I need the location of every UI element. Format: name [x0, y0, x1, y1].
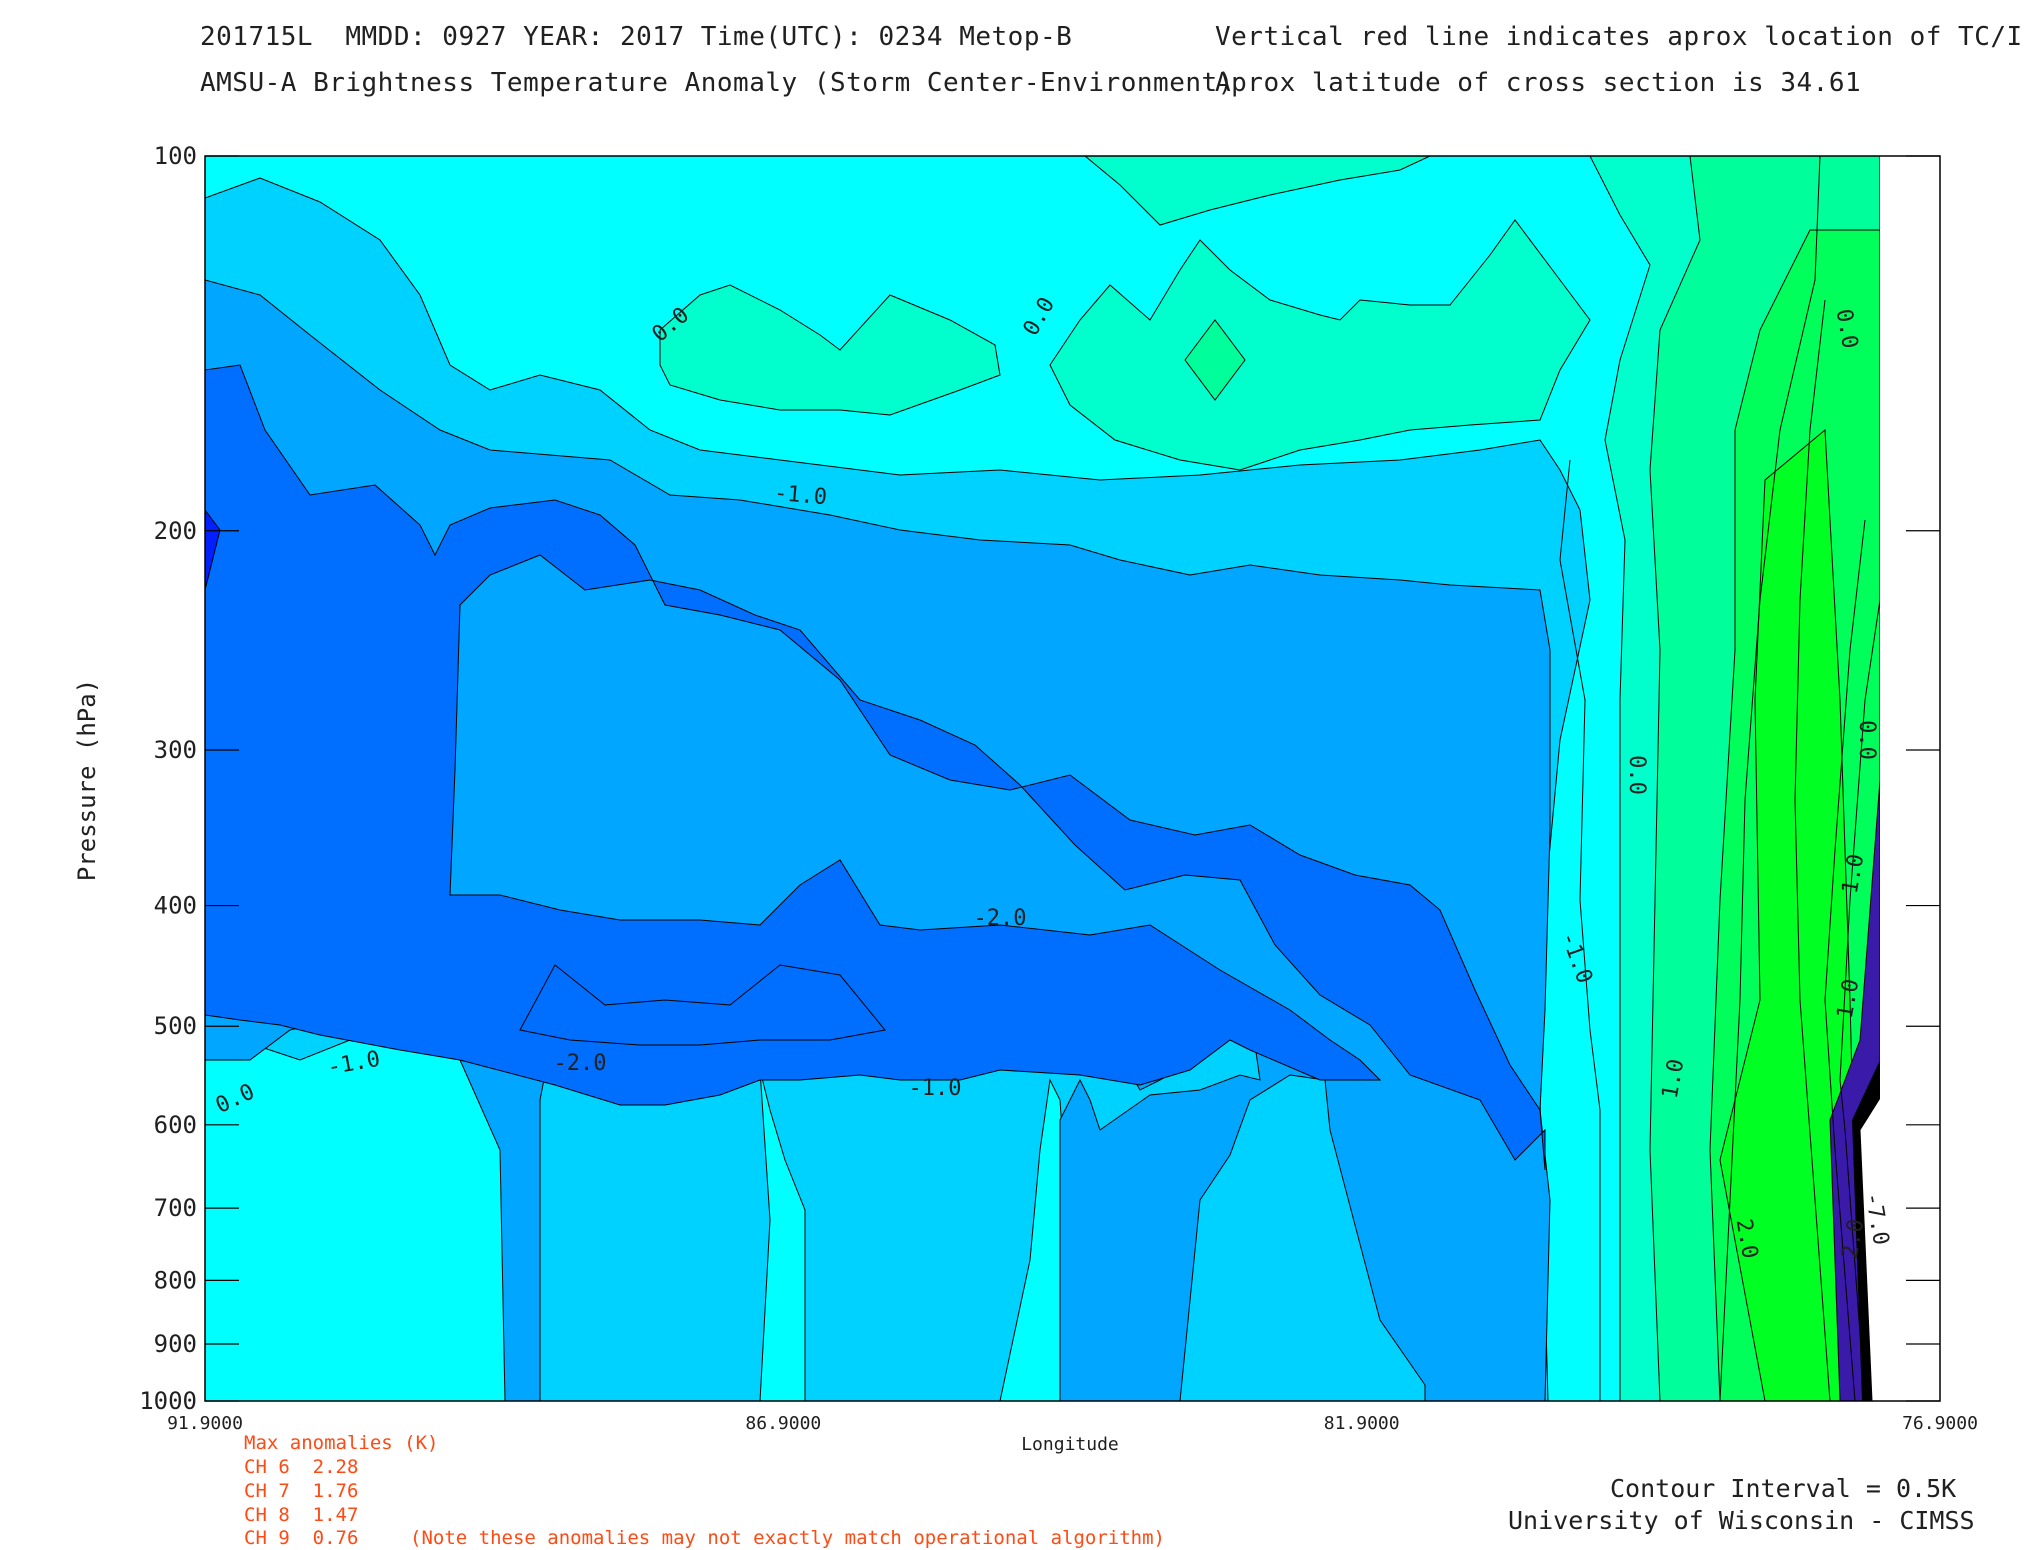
- credit-line: University of Wisconsin - CIMSS: [1508, 1506, 1975, 1535]
- contour-label: -1.0: [909, 1076, 962, 1101]
- y-axis-ticks: 100 200 300 400 500 600 700 800 900 1000: [139, 142, 1940, 1415]
- contour-label: 0.0: [1854, 720, 1879, 760]
- contour-fill-navy: [205, 509, 221, 591]
- y-tick-label: 100: [154, 142, 197, 170]
- max-anomalies-note: (Note these anomalies may not exactly ma…: [410, 1527, 1165, 1549]
- contour-label: 0.0: [1624, 755, 1649, 795]
- y-tick-label: 700: [154, 1194, 197, 1222]
- x-tick-label: 86.9000: [745, 1413, 821, 1434]
- x-axis-label: Longitude: [1021, 1434, 1119, 1455]
- contour-fill-deep-blue-lobe: [519, 964, 886, 1046]
- contour-interval-note: Contour Interval = 0.5K: [1610, 1474, 1957, 1503]
- header-product-line: AMSU-A Brightness Temperature Anomaly (S…: [200, 68, 1234, 98]
- y-tick-label: 800: [154, 1266, 197, 1294]
- contour-line-3: [1824, 519, 1866, 1401]
- x-tick-label: 81.9000: [1324, 1413, 1400, 1434]
- contour-label: -1.0: [773, 481, 828, 511]
- y-tick-label: 1000: [139, 1387, 197, 1415]
- max-anomalies-ch9: CH 9 0.76: [244, 1527, 359, 1549]
- max-anomalies-ch6: CH 6 2.28: [244, 1456, 359, 1478]
- contour-fill-green-3: [1719, 428, 1861, 1401]
- x-tick-label: 76.9000: [1902, 1413, 1978, 1434]
- y-tick-label: 400: [154, 892, 197, 920]
- y-tick-label: 600: [154, 1111, 197, 1139]
- max-anomalies-ch8: CH 8 1.47: [244, 1504, 359, 1526]
- contour-line-1: [1719, 156, 1821, 1401]
- header-latitude-line: Aprox latitude of cross section is 34.61: [1215, 68, 1862, 98]
- contour-fill-patch-left: [659, 284, 1001, 416]
- y-tick-label: 500: [154, 1012, 197, 1040]
- header-note-line: Vertical red line indicates aprox locati…: [1215, 22, 2025, 52]
- contour-lines: [1559, 156, 1880, 1401]
- contour-fill-deep-blue: [205, 364, 1546, 1171]
- filled-contours: [205, 156, 1880, 1401]
- contour-line-4: [1839, 599, 1880, 1401]
- plot-frame: [204, 155, 1941, 1402]
- x-tick-label: 91.9000: [167, 1413, 243, 1434]
- no-data-region: [1859, 156, 1880, 1401]
- contour-line-5: [1559, 459, 1601, 1401]
- max-anomalies-ch7: CH 7 1.76: [244, 1480, 359, 1502]
- contour-fill-patch-mid: [1049, 219, 1591, 471]
- y-axis-label: Pressure (hPa): [73, 679, 101, 881]
- y-tick-label: 300: [154, 736, 197, 764]
- header-id-line: 201715L MMDD: 0927 YEAR: 2017 Time(UTC):…: [200, 22, 1073, 52]
- x-axis-ticks: 91.9000 86.9000 81.9000 76.9000: [167, 1413, 1978, 1434]
- contour-fill-patch-diamond: [1184, 319, 1246, 401]
- y-tick-label: 900: [154, 1330, 197, 1358]
- contour-label: -2.0: [974, 906, 1027, 931]
- y-tick-label: 200: [154, 517, 197, 545]
- max-anomalies-title: Max anomalies (K): [244, 1432, 439, 1454]
- contour-fill-patch-upper-right: [1084, 156, 1431, 226]
- contour-label: -2.0: [554, 1051, 607, 1076]
- contour-line-2: [1794, 299, 1831, 1401]
- contour-labels: 0.0 0.00.00.00.00.0-1.0-1.0-1.0-1.0-2.0-2…: [212, 293, 1893, 1260]
